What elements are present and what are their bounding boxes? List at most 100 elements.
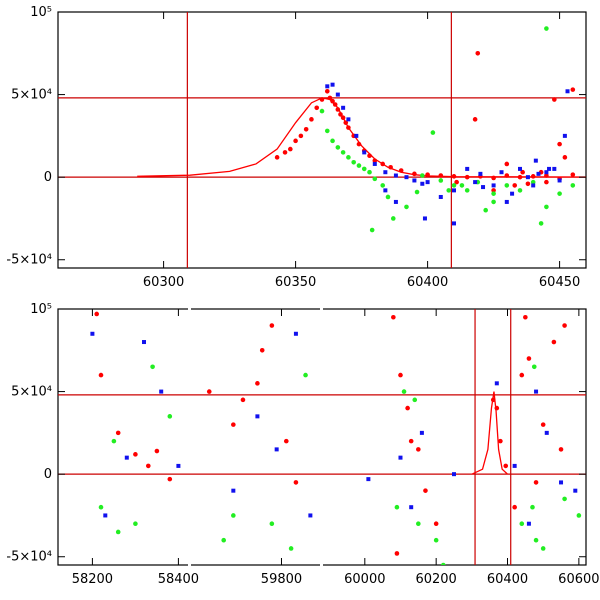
red-point-39: [475, 50, 481, 56]
red-point-51: [520, 169, 525, 175]
red-point-5: [154, 448, 160, 454]
green-point-15: [433, 537, 439, 543]
blue-point-3: [142, 340, 146, 345]
red-point-8: [319, 97, 325, 102]
top-panel: -5×10⁴ 0 5×10⁴ 10⁵ 60300 60350 60400 60450: [6, 5, 587, 290]
red-point-12: [269, 323, 275, 328]
green-point-30: [544, 26, 549, 31]
blue-point-12: [420, 181, 425, 186]
green-point-29: [538, 221, 544, 226]
green-point-0: [319, 108, 325, 114]
red-point-28: [523, 314, 528, 320]
blue-point-19: [544, 430, 549, 435]
red-point-18: [408, 438, 414, 444]
red-point-13: [335, 107, 341, 112]
green-point-24: [483, 207, 488, 213]
x-tick-label-2: 60400: [407, 275, 448, 290]
green-point-18: [438, 178, 444, 183]
red-point-10: [255, 381, 260, 386]
blue-point-8: [274, 447, 279, 452]
bottom-panel: -5×10⁴ 0 5×10⁴ 10⁵ 58200 58400 59800 60000 60200…: [6, 302, 599, 587]
x-tick-label-3: 60000: [344, 572, 385, 587]
axis-break-bottom-1: [320, 563, 323, 567]
red-point-35: [530, 174, 536, 179]
red-point-50: [562, 155, 568, 160]
red-point-17: [346, 125, 351, 130]
blue-point-4: [346, 117, 351, 122]
red-point-7: [314, 105, 320, 111]
blue-point-5: [354, 133, 359, 138]
blue-point-27: [544, 170, 549, 175]
blue-point-36: [547, 166, 552, 171]
green-point-34: [369, 227, 375, 233]
red-point-28: [438, 173, 444, 178]
green-point-20: [562, 496, 567, 502]
y-tick-label-1: 0: [44, 170, 52, 185]
green-point-21: [576, 513, 582, 518]
blue-point-6: [362, 150, 367, 155]
blue-point-11: [366, 477, 371, 482]
red-point-0: [94, 311, 99, 317]
blue-point-13: [409, 505, 414, 510]
red-point-26: [412, 171, 417, 177]
red-point-38: [570, 172, 576, 177]
red-point-16: [398, 372, 403, 378]
green-point-6: [221, 537, 227, 543]
y-tick-label-0: -5×10⁴: [6, 253, 52, 268]
red-point-8: [231, 422, 236, 427]
green-point-12: [401, 389, 407, 394]
x-tick-label-4: 60200: [415, 572, 456, 587]
blue-point-34: [393, 199, 398, 204]
red-point-6: [167, 476, 173, 482]
red-point-36: [544, 173, 549, 178]
blue-point-3: [341, 105, 346, 110]
x-tick-label-0: 58200: [72, 572, 113, 587]
red-point-49: [512, 183, 518, 188]
green-point-8: [269, 521, 275, 527]
red-point-6: [309, 117, 314, 122]
green-point-16: [420, 173, 425, 178]
green-point-17: [519, 521, 525, 527]
blue-point-35: [422, 216, 427, 221]
blue-point-26: [536, 171, 541, 176]
green-point-0: [98, 504, 104, 510]
blue-point-28: [552, 166, 557, 171]
blue-point-0: [325, 84, 330, 89]
red-point-9: [240, 397, 246, 403]
green-point-6: [351, 159, 356, 165]
red-point-33: [504, 173, 510, 178]
blue-point-32: [452, 221, 456, 226]
green-point-4: [340, 150, 346, 155]
green-point-12: [385, 194, 391, 200]
blue-point-0: [90, 331, 95, 336]
red-point-42: [472, 117, 478, 122]
red-point-26: [503, 463, 509, 469]
red-point-3: [133, 452, 138, 457]
plot-area: [58, 309, 586, 565]
red-point-21: [433, 521, 439, 527]
red-point-13: [283, 438, 289, 444]
red-point-46: [491, 188, 496, 193]
red-point-34: [551, 339, 557, 345]
red-point-30: [464, 174, 470, 180]
green-point-5: [111, 438, 117, 444]
green-point-31: [557, 191, 562, 196]
green-point-14: [416, 521, 421, 527]
blue-point-20: [559, 480, 564, 485]
blue-point-20: [499, 170, 504, 175]
blue-point-11: [412, 178, 417, 183]
green-point-21: [459, 183, 465, 188]
blue-point-12: [398, 455, 403, 460]
green-point-1: [115, 529, 121, 535]
red-point-23: [380, 161, 386, 167]
red-point-35: [562, 323, 567, 328]
red-point-29: [451, 174, 457, 179]
red-point-17: [405, 405, 410, 411]
red-point-1: [282, 150, 288, 155]
blue-point-21: [504, 199, 509, 204]
model-curve: [471, 391, 508, 475]
red-point-22: [372, 158, 378, 163]
blue-point-19: [491, 183, 496, 188]
x-tick-label-0: 60300: [143, 275, 184, 290]
red-point-25: [398, 168, 404, 173]
